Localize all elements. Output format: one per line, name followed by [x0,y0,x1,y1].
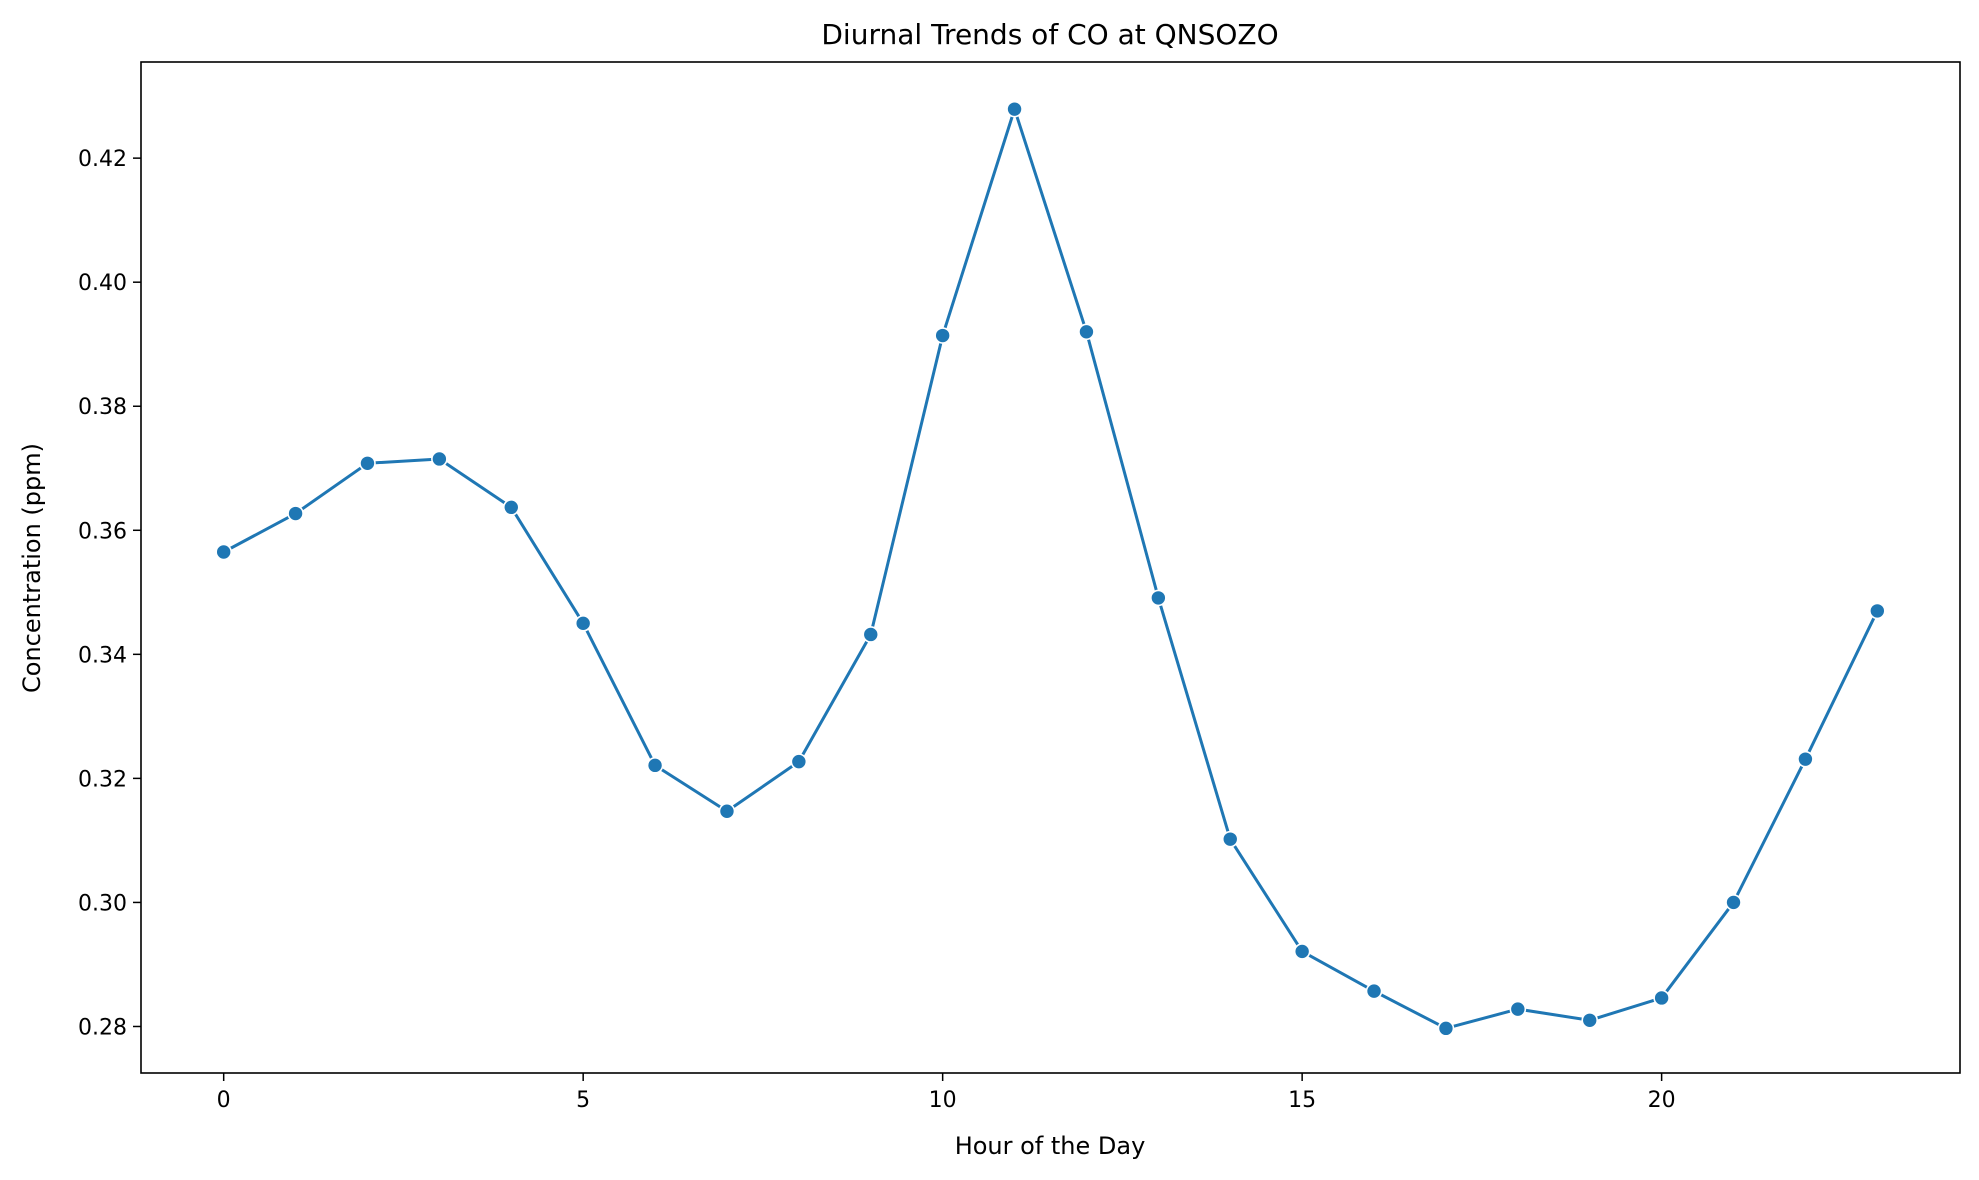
axes-frame [140,61,1961,1074]
data-point [1509,1000,1527,1018]
y-tick-label: 0.34 [78,643,127,668]
data-point [718,802,736,820]
series-line [222,107,1879,1030]
x-tick-label: 20 [1648,1088,1676,1113]
data-point [1869,602,1886,620]
data-point [287,505,304,522]
data-point [431,450,448,468]
data-point [1725,894,1742,911]
y-tick-label: 0.38 [78,395,127,420]
y-tick-label: 0.30 [78,891,127,916]
y-axis-label: Concentration (ppm) [18,443,46,693]
x-tick-label: 0 [217,1088,231,1113]
x-tick-label: 5 [576,1088,590,1113]
y-tick-label: 0.32 [78,767,127,792]
data-point [1293,943,1311,960]
data-point [1365,982,1383,1000]
data-point [1221,830,1239,848]
y-tick-label: 0.42 [78,147,127,172]
data-point [1797,750,1814,768]
x-tick-label: 10 [929,1088,957,1113]
y-tick-label: 0.40 [78,271,127,296]
data-point [1653,989,1670,1007]
data-point [359,454,376,472]
data-point [790,753,808,770]
data-point [502,499,520,516]
x-axis-label: Hour of the Day [955,1132,1146,1160]
y-tick-label: 0.28 [78,1015,127,1040]
data-point [215,543,232,561]
data-point [1150,589,1167,607]
data-point [1437,1020,1455,1037]
data-point [934,327,951,344]
data-point [1078,323,1095,341]
x-tick-label: 15 [1288,1088,1316,1113]
data-point [574,615,592,632]
data-point [862,626,880,643]
data-point [646,757,664,774]
y-tick-label: 0.36 [78,519,127,544]
plot-area: 0 5 10 15 20 0.28 0.30 0.32 0.34 0.36 0.38 0.40 0.42 [78,61,1961,1113]
data-point [1006,100,1023,118]
data-point [1581,1011,1599,1029]
chart-title: Diurnal Trends of CO at QNSOZO [821,18,1278,51]
